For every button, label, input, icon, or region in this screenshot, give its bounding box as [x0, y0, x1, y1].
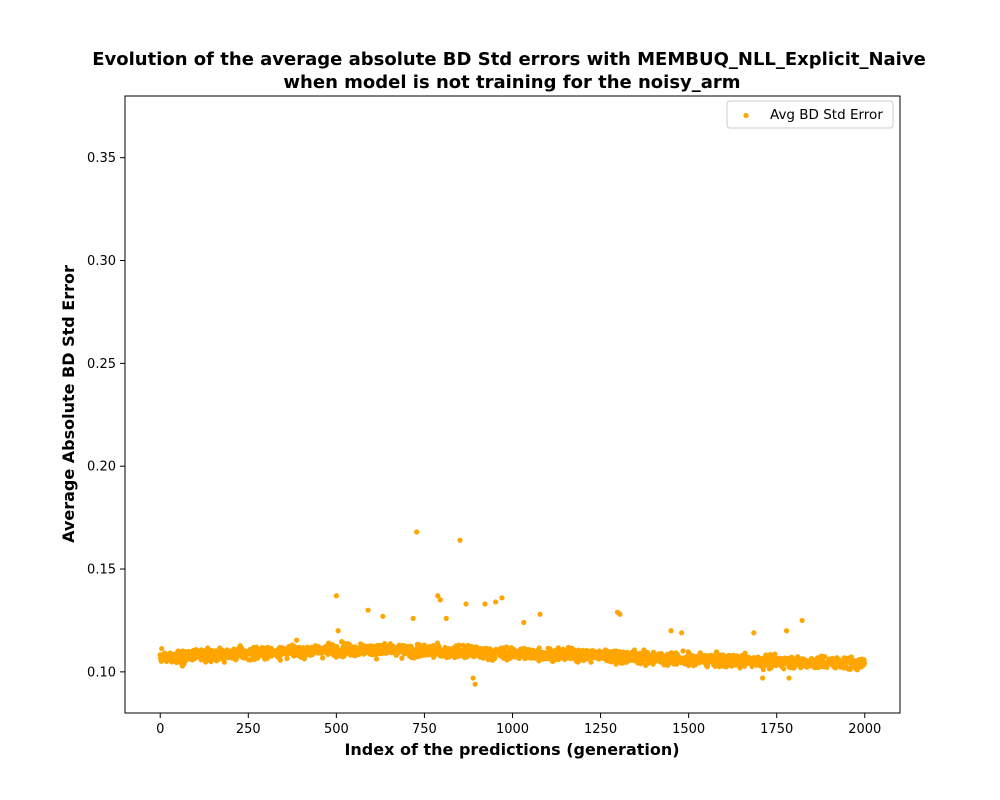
scatter-point: [521, 619, 527, 626]
scatter-point: [847, 666, 853, 672]
scatter-point: [712, 663, 718, 669]
scatter-point: [772, 651, 778, 657]
scatter-point: [414, 529, 420, 535]
y-axis-ticks: 0.10 0.15 0.20 0.25 0.30 0.35: [87, 151, 125, 680]
scatter-point: [159, 645, 165, 652]
y-tick-label: 0.25: [87, 357, 116, 372]
scatter-point: [503, 644, 510, 650]
scatter-point: [365, 607, 371, 613]
scatter-point: [668, 628, 674, 634]
chart-title-line-1: Evolution of the average absolute BD Std…: [92, 49, 926, 70]
scatter-point: [854, 667, 860, 673]
scatter-point: [284, 655, 290, 662]
scatter-point: [617, 611, 623, 617]
scatter-point: [760, 667, 766, 673]
scatter-point: [443, 615, 449, 621]
scatter-point: [781, 666, 787, 672]
scatter-point: [499, 595, 505, 601]
scatter-point: [588, 659, 594, 665]
y-axis-label: Average Absolute BD Std Error: [59, 265, 78, 543]
y-tick-label: 0.20: [87, 460, 116, 475]
legend: Avg BD Std Error: [726, 100, 894, 129]
y-tick-label: 0.30: [87, 254, 116, 269]
x-tick-label: 250: [236, 722, 261, 737]
scatter-point: [221, 659, 227, 665]
scatter-point: [399, 655, 405, 661]
scatter-point: [410, 615, 416, 621]
x-tick-label: 750: [412, 722, 437, 737]
scatter-point: [320, 655, 326, 661]
legend-box: [726, 100, 894, 129]
scatter-point: [463, 601, 469, 607]
x-tick-label: 2000: [848, 722, 881, 737]
legend-label: Avg BD Std Error: [770, 107, 883, 123]
x-axis-ticks: 0 250 500 750 1000 1250 1500 1750 2000: [156, 713, 881, 737]
scatter-point: [680, 648, 686, 654]
scatter-point: [492, 655, 498, 662]
scatter-point: [789, 655, 795, 661]
x-tick-label: 1750: [760, 722, 793, 737]
scatter-point: [456, 642, 462, 648]
scatter-point: [457, 537, 463, 543]
scatter-point: [480, 655, 486, 661]
scatter-point: [472, 681, 478, 687]
scatter-point: [786, 675, 792, 681]
x-tick-label: 0: [156, 722, 164, 737]
chart-title-line-2: when model is not training for the noisy…: [283, 72, 740, 93]
scatter-point: [333, 593, 339, 599]
scatter-point: [678, 630, 685, 636]
y-tick-label: 0.35: [87, 151, 116, 166]
scatter-point: [205, 645, 211, 651]
scatter-point: [861, 660, 868, 666]
scatter-point: [373, 656, 380, 662]
scatter-point: [482, 601, 488, 607]
x-tick-label: 1500: [672, 722, 705, 737]
legend-marker: [743, 112, 749, 119]
scatter-point: [723, 664, 729, 670]
scatter-point: [335, 628, 341, 634]
scatter-point: [537, 611, 543, 617]
y-tick-label: 0.10: [87, 665, 116, 680]
scatter-point: [492, 599, 499, 605]
scatter-point: [536, 645, 542, 651]
x-tick-label: 1250: [584, 722, 617, 737]
scatter-point: [783, 628, 790, 634]
x-tick-label: 500: [324, 722, 349, 737]
data-points: [157, 529, 868, 687]
scatter-point: [437, 597, 443, 603]
scatter-point: [848, 654, 854, 660]
scatter-point: [760, 675, 766, 681]
scatter-point: [822, 653, 828, 660]
scatter-point: [435, 593, 441, 599]
plot-frame: [124, 95, 901, 714]
scatter-point: [751, 630, 757, 636]
x-axis-label: Index of the predictions (generation): [344, 740, 679, 759]
scatter-point: [277, 657, 283, 663]
scatter-point: [470, 675, 476, 681]
scatter-point: [380, 613, 386, 619]
x-tick-label: 1000: [496, 722, 529, 737]
y-tick-label: 0.15: [87, 563, 116, 578]
scatter-point: [293, 637, 300, 643]
scatter-point: [799, 617, 805, 624]
